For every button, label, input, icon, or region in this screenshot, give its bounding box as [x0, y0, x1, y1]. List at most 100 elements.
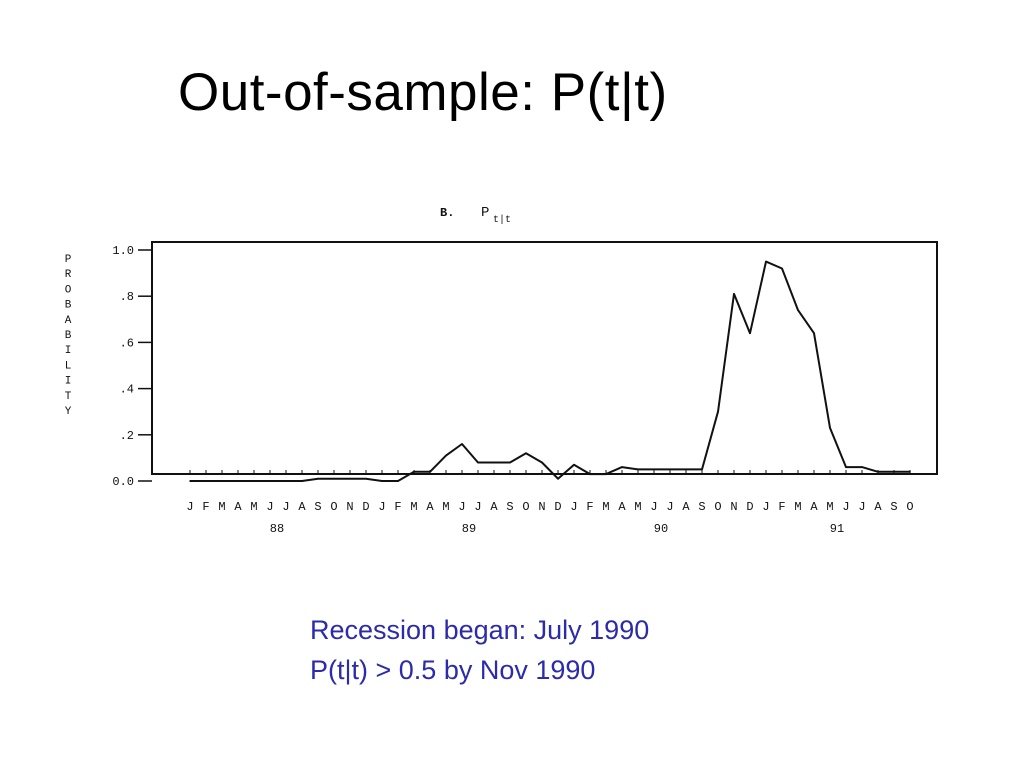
- year-label: 88: [270, 522, 284, 536]
- data-point: [541, 461, 543, 464]
- data-point: [589, 473, 591, 475]
- x-tick-label: D: [746, 500, 753, 514]
- y-tick-label: .4: [120, 383, 134, 397]
- x-tick-label: N: [346, 500, 353, 514]
- x-tick-label: M: [250, 500, 257, 514]
- y-axis: 0.0 .2 .4 .6 .8 1.0: [112, 244, 152, 489]
- recession-note: Recession began: July 1990 P(t|t) > 0.5 …: [310, 610, 649, 690]
- panel-label: B.: [440, 206, 454, 220]
- x-tick-label: M: [794, 500, 801, 514]
- data-point: [765, 260, 767, 263]
- x-tick-label: F: [394, 500, 401, 514]
- x-tick-label: M: [218, 500, 225, 514]
- data-point: [413, 470, 415, 473]
- y-axis-label-letter: P: [65, 254, 72, 266]
- data-point: [909, 470, 911, 473]
- data-point: [637, 468, 639, 471]
- x-tick-label: O: [522, 500, 529, 514]
- year-label: 89: [462, 522, 476, 536]
- x-tick-label: A: [234, 500, 242, 514]
- data-point: [733, 293, 735, 295]
- data-point: [269, 480, 271, 482]
- data-point: [301, 480, 303, 482]
- y-axis-label-letter: B: [65, 330, 72, 342]
- y-axis-label-letter: R: [65, 269, 72, 281]
- x-tick-label: S: [506, 500, 513, 514]
- year-label: 91: [830, 522, 844, 536]
- data-point: [477, 461, 479, 464]
- x-tick-label: F: [202, 500, 209, 514]
- data-point: [717, 410, 719, 413]
- data-point: [429, 470, 431, 473]
- x-tick-label: S: [314, 500, 321, 514]
- data-point: [621, 466, 623, 468]
- y-axis-label-letter: B: [65, 300, 72, 312]
- note-line-threshold: P(t|t) > 0.5 by Nov 1990: [310, 655, 596, 685]
- x-tick-label: J: [266, 500, 273, 514]
- data-point: [861, 466, 863, 468]
- data-point: [509, 461, 511, 464]
- data-point: [221, 480, 223, 482]
- series-layer: [189, 260, 911, 482]
- x-tick-label: N: [538, 500, 545, 514]
- data-point: [573, 464, 575, 466]
- x-tick-label: J: [858, 500, 865, 514]
- data-point: [349, 477, 351, 480]
- x-tick-label: A: [682, 500, 690, 514]
- y-axis-label-letter: Y: [65, 406, 72, 418]
- x-tick-label: J: [378, 500, 385, 514]
- year-label: 90: [654, 522, 668, 536]
- data-point: [397, 480, 399, 482]
- x-tick-label: O: [714, 500, 721, 514]
- data-point: [749, 332, 751, 334]
- x-tick-label: A: [490, 500, 498, 514]
- x-tick-label: M: [410, 500, 417, 514]
- data-point: [781, 267, 783, 270]
- data-point: [493, 461, 495, 464]
- x-tick-label: D: [554, 500, 561, 514]
- data-point: [189, 480, 191, 482]
- chart-title-main: P: [481, 205, 489, 221]
- data-point: [317, 477, 319, 480]
- y-tick-label: 1.0: [112, 244, 134, 258]
- data-point: [237, 480, 239, 482]
- data-point: [365, 477, 367, 480]
- series-line: [190, 260, 910, 482]
- note-line-recession-start: Recession began: July 1990: [310, 615, 650, 645]
- x-tick-label: O: [906, 500, 913, 514]
- x-tick-label: F: [586, 500, 593, 514]
- chart-title: B. P t|t: [440, 205, 511, 226]
- x-tick-label: S: [698, 500, 705, 514]
- y-axis-label-letter: I: [65, 345, 72, 357]
- x-tick-label: J: [842, 500, 849, 514]
- x-tick-label: J: [666, 500, 673, 514]
- x-tick-label: J: [570, 500, 577, 514]
- x-tick-label: S: [890, 500, 897, 514]
- data-point: [685, 468, 687, 471]
- data-point: [381, 480, 383, 482]
- y-axis-label-letter: L: [65, 360, 72, 372]
- y-tick-label: .6: [120, 336, 134, 350]
- data-point: [829, 427, 831, 429]
- x-tick-label: J: [762, 500, 769, 514]
- x-tick-label: D: [362, 500, 369, 514]
- y-tick-label: 0.0: [112, 475, 134, 489]
- y-tick-label: .8: [120, 290, 134, 304]
- x-tick-label: F: [778, 500, 785, 514]
- y-axis-label-letter: O: [65, 284, 72, 296]
- x-tick-label: A: [874, 500, 882, 514]
- plot-frame: [151, 241, 938, 475]
- x-tick-label: J: [186, 500, 193, 514]
- data-point: [669, 468, 671, 471]
- x-tick-label: O: [330, 500, 337, 514]
- x-tick-label: J: [474, 500, 481, 514]
- data-point: [797, 309, 799, 311]
- y-axis-label-letter: T: [65, 391, 72, 403]
- data-point: [877, 470, 879, 473]
- x-tick-label: J: [282, 500, 289, 514]
- data-point: [813, 332, 815, 334]
- data-point: [333, 477, 335, 480]
